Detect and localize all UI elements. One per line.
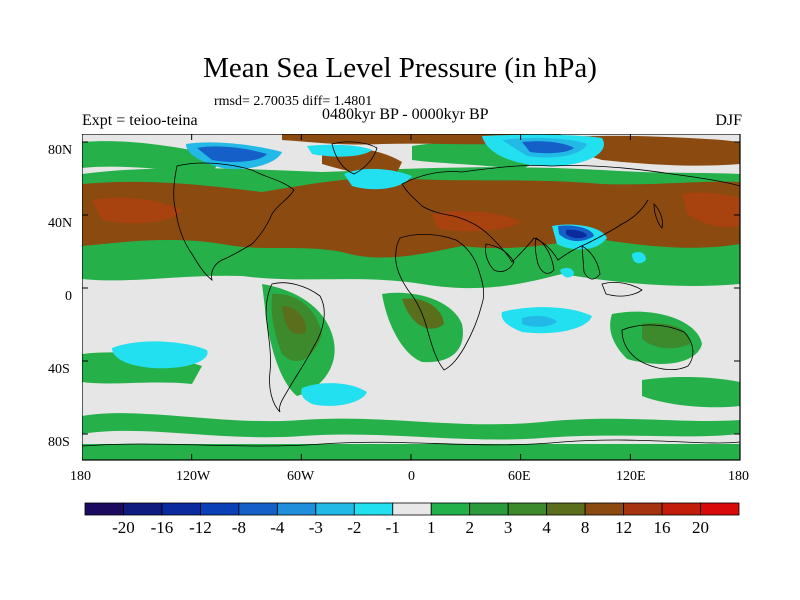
lat-label: 0: [65, 289, 72, 304]
colorbar-label: 12: [615, 518, 633, 537]
anomaly-region: [307, 144, 372, 157]
experiment-label: Expt = teioo-teina: [82, 112, 198, 129]
colorbar-swatch: [623, 502, 663, 516]
season-label: DJF: [715, 112, 742, 129]
anomaly-region: [82, 444, 740, 460]
colorbar-swatch: [353, 502, 394, 516]
colorbar-label: 3: [503, 518, 513, 537]
colorbar-label: 1: [426, 518, 436, 537]
lon-label: 60E: [508, 469, 531, 484]
colorbar-swatch: [392, 502, 432, 516]
anomaly-region: [82, 413, 740, 440]
rmsd-diff-stats: rmsd= 2.70035 diff= 1.4801: [214, 94, 373, 109]
colorbar-label: -1: [385, 518, 400, 537]
colorbar-swatch: [469, 502, 509, 516]
anomaly-region: [560, 267, 574, 278]
colorbar: [84, 502, 740, 516]
colorbar-swatch: [276, 502, 317, 516]
colorbar-swatch: [430, 502, 471, 516]
colorbar-label: -20: [112, 518, 135, 537]
anomaly-region: [682, 192, 740, 228]
colorbar-label: -12: [189, 518, 212, 537]
anomaly-region: [112, 341, 208, 369]
anomaly-region: [344, 168, 412, 190]
anomaly-region: [632, 252, 646, 264]
colorbar-label: 8: [580, 518, 590, 537]
colorbar-label: 16: [653, 518, 671, 537]
lat-label: 80S: [48, 435, 70, 450]
colorbar-label: -3: [308, 518, 323, 537]
anomaly-region: [522, 141, 574, 154]
coastlines: [82, 141, 740, 447]
colorbar-swatch: [661, 502, 701, 516]
chart-title: Mean Sea Level Pressure (in hPa): [203, 52, 597, 84]
colorbar-label: 4: [542, 518, 551, 537]
lon-label: 120E: [616, 469, 646, 484]
lon-label: 0: [408, 469, 415, 484]
colorbar-swatch: [507, 502, 548, 516]
anomaly-region: [282, 306, 307, 335]
colorbar-swatch: [315, 502, 355, 516]
pressure-anomaly-map: [82, 134, 741, 461]
lon-label: 180: [70, 469, 91, 484]
colorbar-swatch: [584, 502, 624, 516]
lat-label: 40N: [48, 216, 73, 231]
colorbar-swatch: [238, 502, 278, 516]
anomaly-region: [82, 141, 222, 174]
anomaly-region: [92, 197, 182, 224]
colorbar-label: 20: [692, 518, 710, 537]
colorbar-label: -4: [270, 518, 285, 537]
colorbar-label: 2: [465, 518, 474, 537]
axis-ticks: [82, 134, 741, 460]
anomaly-region: [566, 229, 587, 239]
colorbar-swatch: [546, 502, 586, 516]
colorbar-swatch: [123, 502, 163, 516]
colorbar-label: -8: [231, 518, 246, 537]
lat-label: 80N: [48, 143, 73, 158]
lat-label: 40S: [48, 362, 70, 377]
colorbar-swatch: [84, 502, 124, 516]
colorbar-swatch: [700, 502, 740, 516]
anomaly-region: [402, 298, 444, 329]
anomaly-region: [642, 376, 740, 408]
colorbar-label: -16: [150, 518, 174, 537]
colorbar-swatch: [161, 502, 201, 516]
anomaly-region: [301, 383, 367, 406]
anomaly-region: [197, 146, 267, 162]
colorbar-label: -2: [347, 518, 362, 537]
lon-label: 60W: [287, 469, 315, 484]
lon-label: 120W: [176, 469, 211, 484]
colorbar-swatch: [200, 502, 240, 516]
time-period-label: 0480kyr BP - 0000kyr BP: [322, 106, 489, 123]
anomaly-region: [522, 315, 557, 327]
lon-label: 180: [728, 469, 749, 484]
anomaly-region: [382, 292, 463, 363]
